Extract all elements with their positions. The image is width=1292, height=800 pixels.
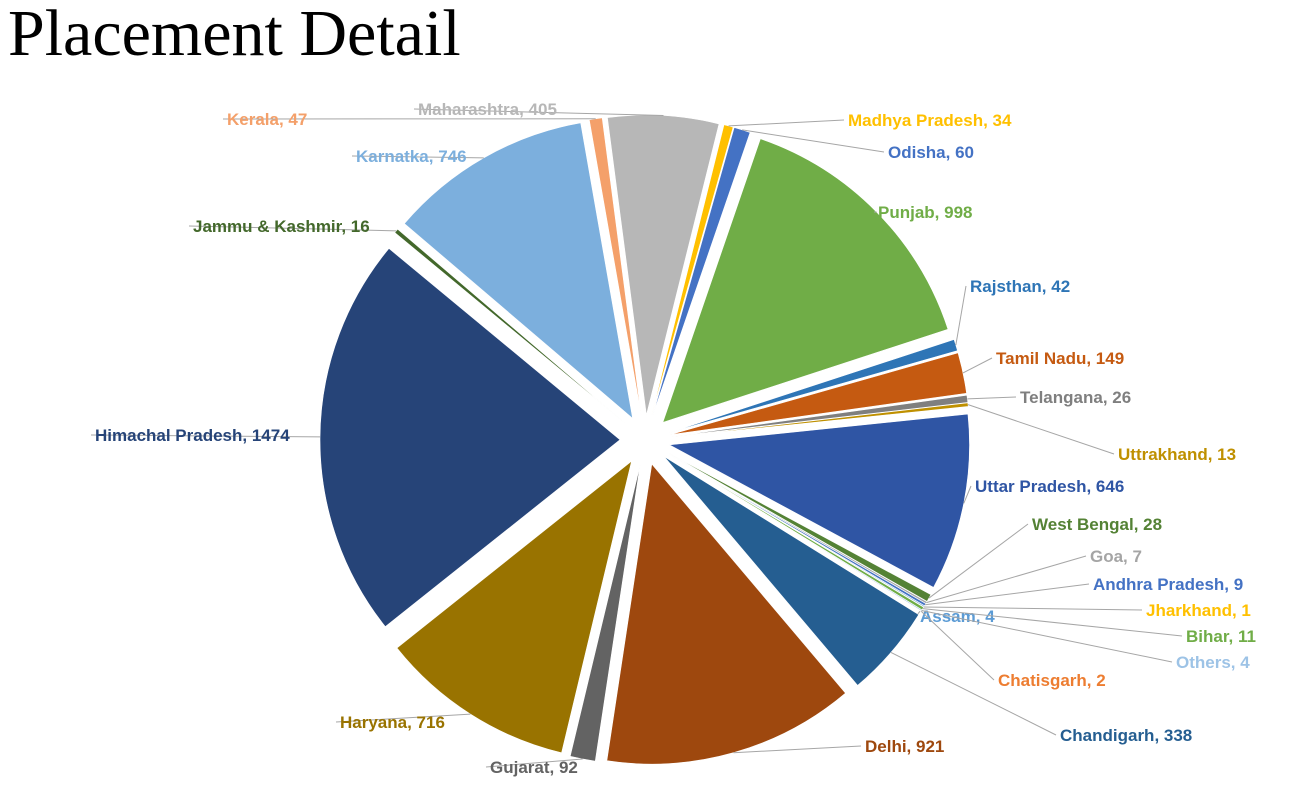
data-label-tamil-nadu: Tamil Nadu, 149: [996, 349, 1124, 368]
pie-slice-maharashtra: [607, 114, 720, 416]
leader-line-karnatka: [351, 155, 484, 159]
pie-slice-uttar-pradesh: [668, 413, 970, 588]
leader-line-telangana: [967, 396, 1017, 400]
leader-line-chandigarh: [890, 651, 1057, 736]
pie-slice-west-bengal: [666, 451, 932, 602]
data-label-telangana: Telangana, 26: [1020, 388, 1131, 407]
leader-line-himachal-pradesh: [90, 434, 321, 438]
page-title: Placement Detail: [8, 0, 461, 70]
leader-line-delhi: [733, 745, 862, 754]
leader-line-tamil-nadu: [962, 357, 993, 374]
leader-line-chatisgarh: [920, 610, 995, 681]
data-label-karnatka: Karnatka, 746: [356, 147, 467, 166]
leader-line-haryana: [335, 713, 471, 723]
data-label-jammu-and-kashmir: Jammu & Kashmir, 16: [193, 217, 370, 236]
leader-line-bihar: [922, 608, 1183, 637]
pie-slice-uttrakhand: [669, 402, 969, 438]
data-label-jharkhand: Jharkhand, 1: [1146, 601, 1251, 620]
data-label-bihar: Bihar, 11: [1186, 627, 1256, 646]
data-label-rajsthan: Rajsthan, 42: [970, 277, 1070, 296]
leader-line-madhya-pradesh: [728, 119, 845, 127]
pie-slice-chandigarh: [663, 456, 920, 686]
data-label-odisha: Odisha, 60: [888, 143, 974, 162]
data-label-uttrakhand: Uttrakhand, 13: [1118, 445, 1236, 464]
pie-slice-jammu-and-kashmir: [394, 228, 627, 425]
pie-slice-karnatka: [403, 122, 634, 420]
pie-slice-tamil-nadu: [669, 352, 967, 436]
pie-slice-madhya-pradesh: [651, 124, 734, 416]
pie-slice-rajsthan: [668, 339, 958, 433]
leader-line-uttrakhand: [967, 404, 1115, 455]
leader-line-odisha: [742, 129, 885, 153]
data-label-west-bengal: West Bengal, 28: [1032, 515, 1162, 534]
leader-line-gujarat: [485, 758, 583, 768]
leader-line-jammu-and-kashmir: [188, 225, 397, 232]
data-label-madhya-pradesh: Madhya Pradesh, 34: [848, 111, 1012, 130]
data-label-punjab: Punjab, 998: [878, 203, 972, 222]
data-label-uttar-pradesh: Uttar Pradesh, 646: [975, 477, 1124, 496]
data-label-goa: Goa, 7: [1090, 547, 1142, 566]
data-label-chatisgarh: Chatisgarh, 2: [998, 671, 1106, 690]
data-label-andhra-pradesh: Andhra Pradesh, 9: [1093, 575, 1243, 594]
pie-slice-odisha: [652, 127, 751, 417]
data-label-himachal-pradesh: Himachal Pradesh, 1474: [95, 426, 290, 445]
pie-slice-gujarat: [569, 464, 641, 762]
data-label-haryana: Haryana, 716: [340, 713, 445, 732]
data-label-others: Others, 4: [1176, 653, 1250, 672]
data-label-assam: Assam, 4: [920, 607, 995, 626]
pie-slice-kerala: [588, 117, 642, 416]
pie-slice-himachal-pradesh: [319, 248, 621, 628]
data-label-chandigarh: Chandigarh, 338: [1060, 726, 1192, 745]
leader-line-others: [921, 610, 1173, 663]
leader-line-west-bengal: [928, 523, 1029, 599]
leader-line-maharashtra: [413, 108, 664, 117]
data-label-gujarat: Gujarat, 92: [490, 758, 578, 777]
data-label-maharashtra: Maharashtra, 405: [418, 100, 557, 119]
leader-line-uttar-pradesh: [963, 485, 972, 504]
leader-line-goa: [926, 555, 1087, 604]
leader-line-rajsthan: [955, 285, 967, 346]
leader-line-andhra-pradesh: [925, 583, 1090, 606]
data-label-kerala: Kerala, 47: [227, 110, 307, 129]
data-label-delhi: Delhi, 921: [865, 737, 944, 756]
leader-line-jharkhand: [923, 606, 1143, 611]
